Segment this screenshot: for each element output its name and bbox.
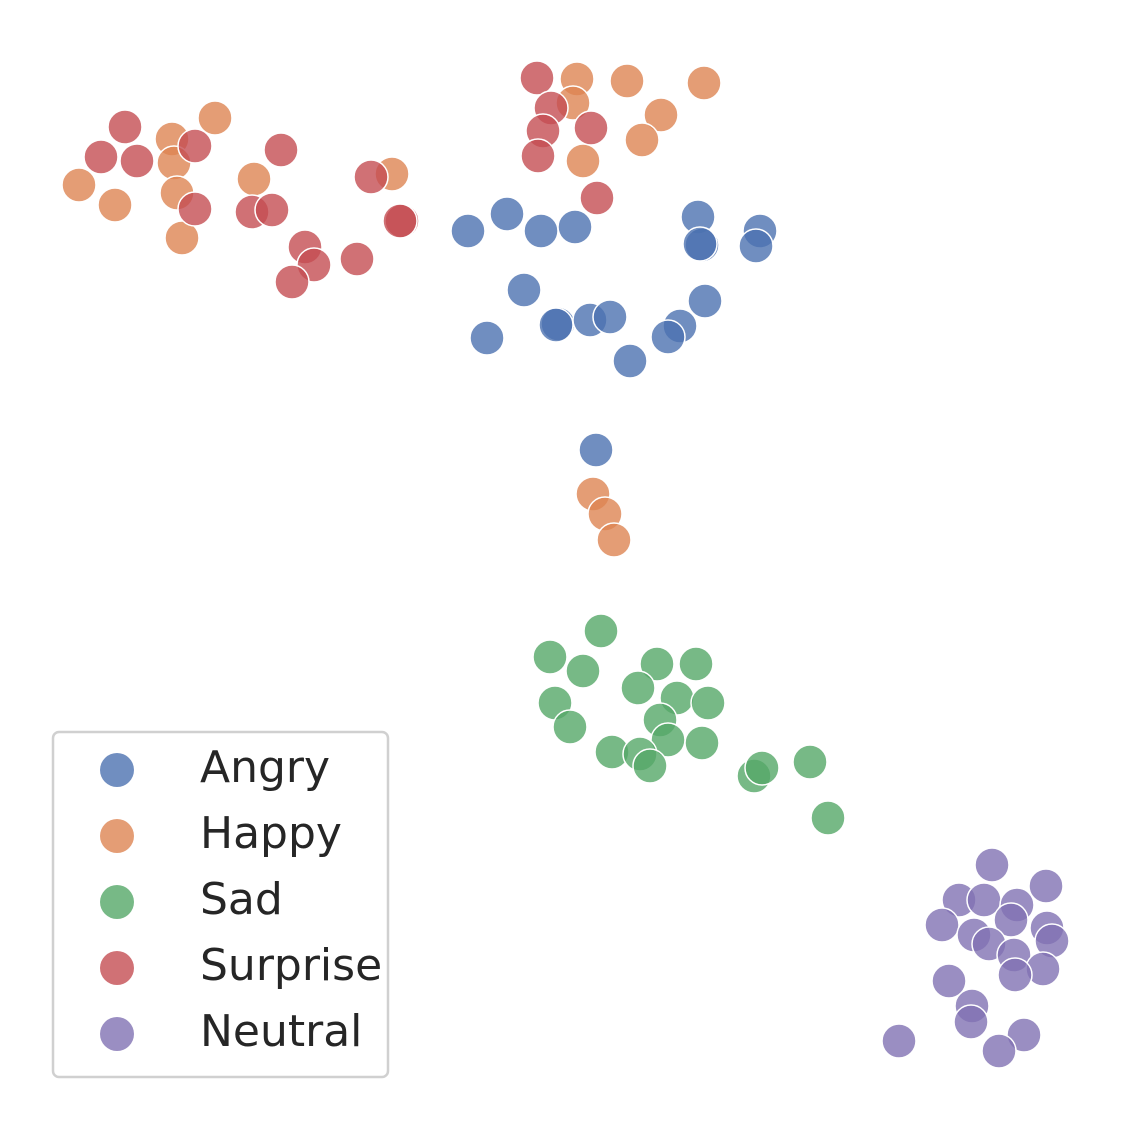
point <box>532 639 568 675</box>
legend-marker <box>100 1017 134 1051</box>
legend-label: Angry <box>200 742 330 793</box>
point <box>197 100 233 136</box>
point <box>353 159 389 195</box>
point <box>686 65 722 101</box>
point <box>881 1023 917 1059</box>
point <box>744 750 780 786</box>
point <box>993 902 1029 938</box>
legend-label: Sad <box>200 874 283 925</box>
point <box>97 187 133 223</box>
point <box>690 685 726 721</box>
point <box>573 110 609 146</box>
point <box>624 122 660 158</box>
point <box>612 343 648 379</box>
legend-label: Surprise <box>200 940 382 991</box>
legend-label: Happy <box>200 808 342 859</box>
point <box>684 725 720 761</box>
point <box>565 653 601 689</box>
legend-marker <box>100 819 134 853</box>
point <box>609 63 645 99</box>
point <box>177 128 213 164</box>
point <box>997 957 1033 993</box>
point <box>620 670 656 706</box>
point <box>592 299 628 335</box>
point <box>687 283 723 319</box>
point <box>450 213 486 249</box>
point <box>678 646 714 682</box>
point <box>254 192 290 228</box>
point <box>792 744 828 780</box>
point <box>650 319 686 355</box>
point <box>339 241 375 277</box>
point <box>519 60 555 96</box>
point <box>596 522 632 558</box>
point <box>643 97 679 133</box>
point <box>83 139 119 175</box>
point <box>1006 1017 1042 1053</box>
point <box>639 646 675 682</box>
point <box>61 167 97 203</box>
point <box>274 264 310 300</box>
legend-box <box>51 730 390 1079</box>
point <box>520 138 556 174</box>
point <box>1028 868 1064 904</box>
point <box>810 800 846 836</box>
point <box>738 228 774 264</box>
legend-marker <box>100 753 134 787</box>
legend-label: Neutral <box>200 1006 362 1057</box>
point <box>557 209 593 245</box>
point <box>382 203 418 239</box>
point <box>583 613 619 649</box>
point <box>538 307 574 343</box>
point <box>981 1033 1017 1069</box>
legend-marker <box>100 885 134 919</box>
point <box>682 226 718 262</box>
point <box>953 1004 989 1040</box>
point <box>523 213 559 249</box>
point <box>565 143 601 179</box>
point <box>974 847 1010 883</box>
point <box>552 709 588 745</box>
legend-marker <box>100 951 134 985</box>
point <box>489 196 525 232</box>
point <box>931 963 967 999</box>
point <box>263 132 299 168</box>
point <box>579 180 615 216</box>
point <box>469 320 505 356</box>
point <box>107 109 143 145</box>
point <box>506 272 542 308</box>
point <box>924 907 960 943</box>
point <box>177 191 213 227</box>
point <box>236 161 272 197</box>
point <box>578 432 614 468</box>
point <box>632 748 668 784</box>
point <box>119 143 155 179</box>
